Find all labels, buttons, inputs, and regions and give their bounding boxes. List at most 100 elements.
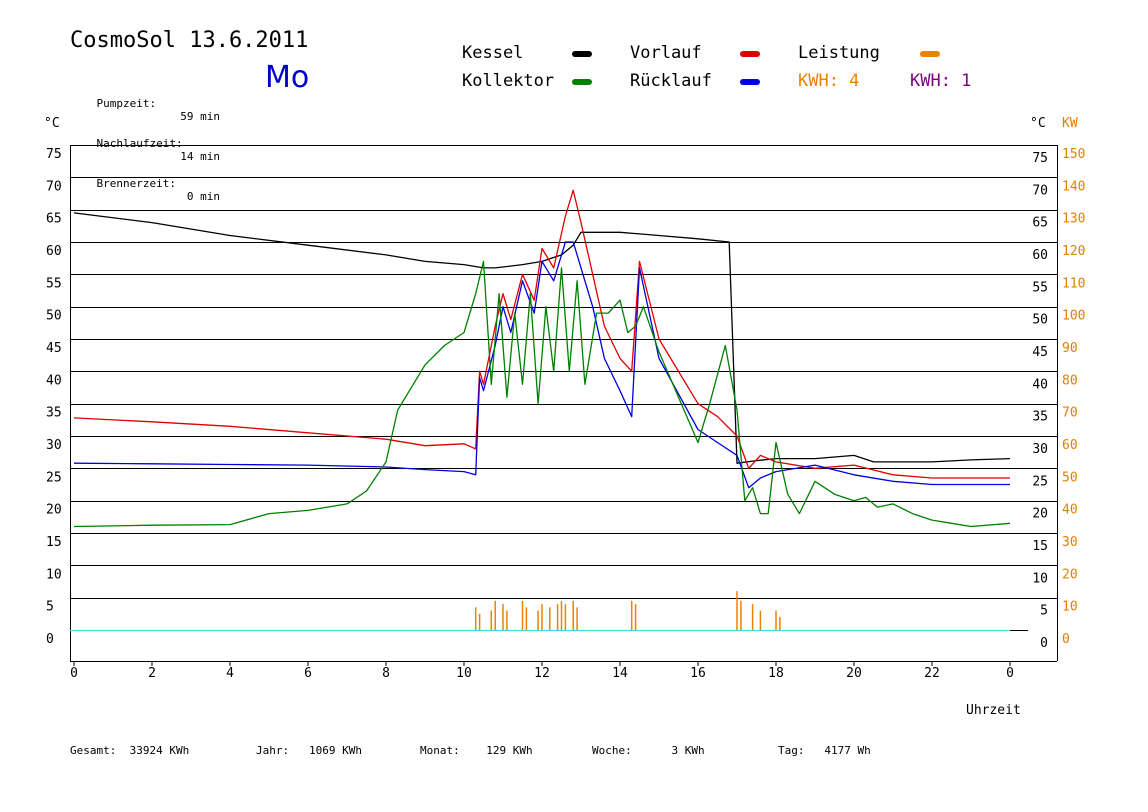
legend-label-kollektor: Kollektor bbox=[462, 71, 555, 91]
y2-tick-label: 30 bbox=[1062, 535, 1078, 550]
y-tick-label-left: 20 bbox=[46, 503, 62, 518]
y2-tick-label: 60 bbox=[1062, 438, 1078, 453]
y2-tick-label: 0 bbox=[1062, 632, 1070, 647]
y2-tick-label: 10 bbox=[1062, 600, 1078, 615]
y-tick-label-left: 35 bbox=[46, 406, 62, 421]
x-tick-label: 16 bbox=[690, 666, 706, 681]
stat-value: 14 min bbox=[180, 150, 220, 163]
x-tick-label: 20 bbox=[846, 666, 862, 681]
y-tick-label-right: 65 bbox=[1032, 216, 1048, 231]
legend-swatch-leistung bbox=[920, 51, 940, 57]
weekday-label: Mo bbox=[265, 60, 310, 95]
y-tick-label-right: 55 bbox=[1032, 280, 1048, 295]
y2-tick-label: 150 bbox=[1062, 147, 1085, 162]
y2-tick-label: 50 bbox=[1062, 470, 1078, 485]
y-tick-label-left: 65 bbox=[46, 212, 62, 227]
y-tick-label-right: 75 bbox=[1032, 151, 1048, 166]
chart-title: CosmoSol 13.6.2011 bbox=[70, 28, 309, 53]
legend-label-vorlauf: Vorlauf bbox=[630, 43, 702, 63]
y-tick-label-left: 45 bbox=[46, 341, 62, 356]
y-tick-label-left: 5 bbox=[46, 600, 54, 615]
x-tick-label: 10 bbox=[456, 666, 472, 681]
footer-monat: Monat: 129 KWh bbox=[420, 744, 533, 757]
y2-tick-label: 90 bbox=[1062, 341, 1078, 356]
stat-label: Nachlaufzeit: bbox=[96, 137, 183, 150]
footer-woche: Woche: 3 KWh bbox=[592, 744, 705, 757]
y-tick-label-left: 40 bbox=[46, 373, 62, 388]
legend-label-leistung: Leistung bbox=[798, 43, 880, 63]
y2-tick-label: 20 bbox=[1062, 567, 1078, 582]
y-tick-label-left: 55 bbox=[46, 276, 62, 291]
series-line-kessel bbox=[73, 212, 1011, 464]
y-tick-label-left: 75 bbox=[46, 147, 62, 162]
x-tick-label: 4 bbox=[226, 666, 234, 681]
x-tick-label: 2 bbox=[148, 666, 156, 681]
y-tick-label-right: 15 bbox=[1032, 539, 1048, 554]
y-tick-label-right: 25 bbox=[1032, 474, 1048, 489]
y2-tick-label: 120 bbox=[1062, 244, 1085, 259]
y2-axis-unit: KW bbox=[1062, 116, 1078, 131]
y-tick-label-right: 40 bbox=[1032, 377, 1048, 392]
y2-tick-label: 80 bbox=[1062, 373, 1078, 388]
x-tick-label: 14 bbox=[612, 666, 628, 681]
stat-value: 59 min bbox=[180, 110, 220, 123]
legend-label-ruecklauf: Rücklauf bbox=[630, 71, 712, 91]
y2-tick-label: 70 bbox=[1062, 406, 1078, 421]
stat-pumpzeit: Pumpzeit: 59 min bbox=[70, 84, 221, 123]
y2-tick-label: 130 bbox=[1062, 212, 1085, 227]
x-axis-label: Uhrzeit bbox=[966, 703, 1021, 718]
y2-tick-label: 140 bbox=[1062, 179, 1085, 194]
y-tick-label-left: 30 bbox=[46, 438, 62, 453]
stat-value: 0 min bbox=[186, 190, 220, 203]
y-tick-label-right: 50 bbox=[1032, 313, 1048, 328]
kwh-orange-label: KWH: 4 bbox=[798, 71, 860, 91]
y-tick-label-right: 5 bbox=[1040, 604, 1048, 619]
x-tick-label: 18 bbox=[768, 666, 784, 681]
y-axis-unit-left: °C bbox=[44, 116, 60, 131]
footer-tag: Tag: 4177 Wh bbox=[778, 744, 871, 757]
y-tick-label-right: 0 bbox=[1040, 636, 1048, 651]
series-lines bbox=[73, 189, 1011, 630]
y-tick-label-right: 10 bbox=[1032, 571, 1048, 586]
grid-lines bbox=[70, 145, 1057, 599]
x-tick-label: 0 bbox=[1006, 666, 1014, 681]
axes bbox=[70, 145, 1058, 666]
stats-block: Pumpzeit: 59 min Nachlaufzeit: 14 min Br… bbox=[70, 58, 221, 203]
footer-jahr: Jahr: 1069 KWh bbox=[256, 744, 362, 757]
legend-swatch-kessel bbox=[572, 51, 592, 57]
y2-tick-label: 100 bbox=[1062, 309, 1085, 324]
y-tick-label-left: 0 bbox=[46, 632, 54, 647]
y-tick-label-right: 20 bbox=[1032, 507, 1048, 522]
legend-label-kessel: Kessel bbox=[462, 43, 524, 63]
y2-tick-label: 110 bbox=[1062, 276, 1085, 291]
stat-label: Pumpzeit: bbox=[96, 97, 157, 110]
y-tick-label-left: 60 bbox=[46, 244, 62, 259]
y-axis-unit-right: °C bbox=[1030, 116, 1046, 131]
y-tick-label-right: 45 bbox=[1032, 345, 1048, 360]
x-tick-label: 0 bbox=[70, 666, 78, 681]
y-tick-label-left: 10 bbox=[46, 567, 62, 582]
y-tick-label-right: 70 bbox=[1032, 183, 1048, 198]
y2-tick-label: 40 bbox=[1062, 503, 1078, 518]
footer-gesamt: Gesamt: 33924 KWh bbox=[70, 744, 190, 757]
series-line-rcklauf bbox=[73, 241, 1010, 489]
legend-swatch-ruecklauf bbox=[740, 79, 760, 85]
x-tick-label: 22 bbox=[924, 666, 940, 681]
stat-label: Brennerzeit: bbox=[96, 177, 176, 190]
stat-nachlaufzeit: Nachlaufzeit: 14 min bbox=[70, 124, 221, 163]
y-tick-label-right: 35 bbox=[1032, 410, 1048, 425]
y-tick-label-left: 50 bbox=[46, 309, 62, 324]
x-tick-label: 12 bbox=[534, 666, 550, 681]
kwh-purple-label: KWH: 1 bbox=[910, 71, 972, 91]
series-line-kollektor bbox=[73, 260, 1011, 528]
legend-swatch-kollektor bbox=[572, 79, 592, 85]
x-tick-label: 6 bbox=[304, 666, 312, 681]
stat-brennerzeit: Brennerzeit: 0 min bbox=[70, 164, 221, 203]
legend-swatch-vorlauf bbox=[740, 51, 760, 57]
y-tick-label-left: 70 bbox=[46, 179, 62, 194]
x-tick-label: 8 bbox=[382, 666, 390, 681]
y-tick-label-left: 15 bbox=[46, 535, 62, 550]
y-tick-label-right: 30 bbox=[1032, 442, 1048, 457]
